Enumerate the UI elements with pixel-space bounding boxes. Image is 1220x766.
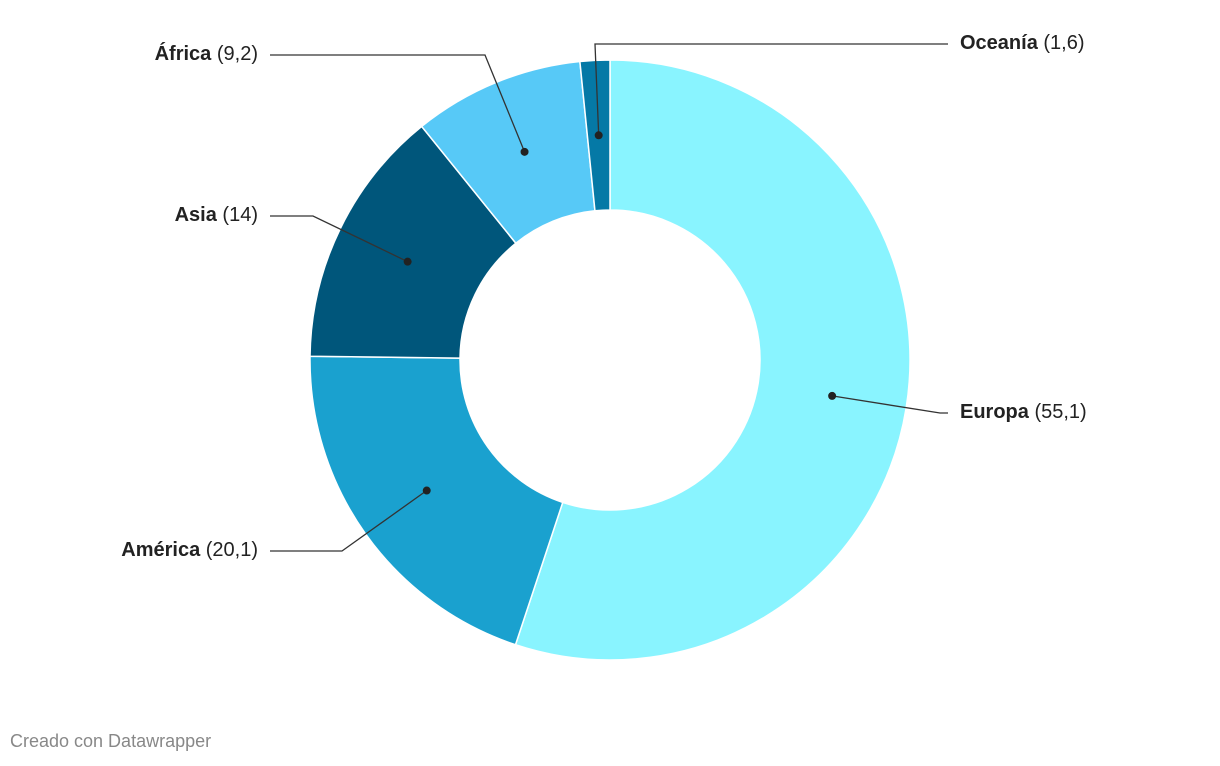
leader-line <box>594 43 948 136</box>
leader-line <box>270 54 526 153</box>
leader-dot <box>828 391 837 400</box>
donut-slice <box>309 125 517 359</box>
value-label: (14) <box>222 204 258 226</box>
value-label: (55,1) <box>1034 401 1086 423</box>
leader-dot <box>403 257 412 266</box>
category-name: África <box>155 42 213 65</box>
slice-label: América (20,1) <box>121 539 258 561</box>
category-name: Asia <box>175 204 218 226</box>
category-name: América <box>121 539 201 561</box>
category-name: Oceanía <box>960 32 1039 54</box>
slice-label: Oceanía (1,6) <box>960 32 1085 54</box>
leader-line <box>832 395 948 414</box>
slice-label: África (9,2) <box>155 42 258 65</box>
leader-line <box>270 490 428 552</box>
donut-slice <box>309 355 564 646</box>
leader-dot <box>422 486 431 495</box>
value-label: (20,1) <box>206 539 258 561</box>
slice-label: Asia (14) <box>175 204 258 226</box>
leader-dot <box>594 131 603 140</box>
leader-line <box>270 215 408 263</box>
leader-dot <box>520 147 529 156</box>
donut-slice <box>514 59 911 661</box>
category-name: Europa <box>960 401 1030 423</box>
slice-label: Europa (55,1) <box>960 401 1087 423</box>
value-label: (9,2) <box>217 43 258 65</box>
value-label: (1,6) <box>1043 32 1084 54</box>
credit: Creado con Datawrapper <box>10 731 211 751</box>
